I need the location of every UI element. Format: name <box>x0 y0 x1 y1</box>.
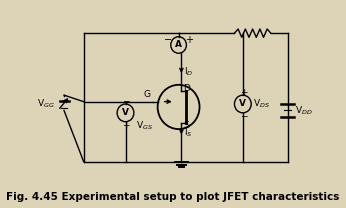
Text: V: V <box>122 108 129 117</box>
Text: D: D <box>184 84 191 93</box>
Text: +: + <box>240 88 248 97</box>
Text: G: G <box>143 90 150 99</box>
Text: A: A <box>175 41 182 50</box>
Text: +: + <box>185 35 193 45</box>
Text: V$_{GS}$: V$_{GS}$ <box>136 119 153 131</box>
Text: V$_{DD}$: V$_{DD}$ <box>295 104 313 117</box>
Text: V$_{DS}$: V$_{DS}$ <box>254 98 271 110</box>
Text: I$_S$: I$_S$ <box>184 127 193 140</box>
Text: −: − <box>122 97 130 105</box>
Text: I$_D$: I$_D$ <box>184 66 193 78</box>
Text: +: + <box>122 121 130 130</box>
Text: V: V <box>239 99 246 109</box>
Text: −: − <box>240 111 248 120</box>
Text: V$_{GG}$: V$_{GG}$ <box>37 98 54 110</box>
Text: Fig. 4.45 Experimental setup to plot JFET characteristics: Fig. 4.45 Experimental setup to plot JFE… <box>6 192 340 202</box>
Text: −: − <box>164 35 172 45</box>
Text: S: S <box>184 121 189 130</box>
